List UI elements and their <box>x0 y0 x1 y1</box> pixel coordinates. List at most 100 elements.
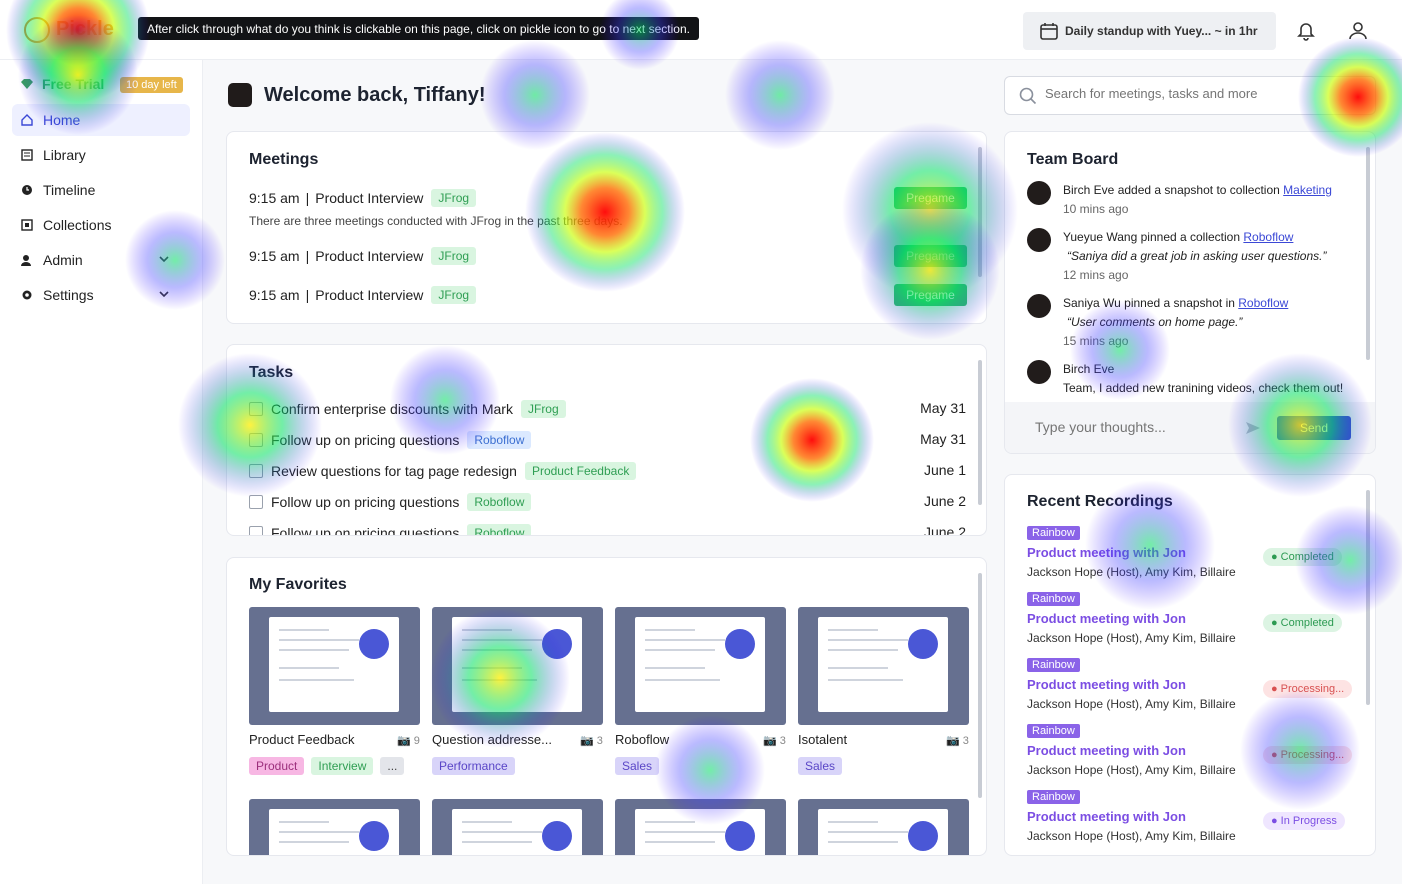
collection-thumbnail[interactable] <box>249 799 420 855</box>
search-box[interactable] <box>1004 76 1376 115</box>
thumbnail-graphic <box>725 821 755 851</box>
task-checkbox[interactable] <box>249 495 263 509</box>
free-trial-link[interactable]: Free Trial <box>20 76 104 92</box>
meeting-row[interactable]: 9:15 am | Product Interview JFrog <box>249 247 477 265</box>
recording-tag[interactable]: Rainbow <box>1027 658 1080 672</box>
recording-title[interactable]: Product meeting with Jon <box>1027 809 1186 824</box>
activity-line: Yueyue Wang pinned a collection Roboflow <box>1063 230 1293 244</box>
thumbnail-graphic <box>542 821 572 851</box>
task-row[interactable]: Follow up on pricing questions Roboflow <box>249 431 532 449</box>
sidebar-item-admin[interactable]: Admin <box>12 244 190 276</box>
more-tags[interactable]: ... <box>380 757 405 775</box>
meeting-tag[interactable]: JFrog <box>431 286 477 304</box>
chevron-down-icon[interactable] <box>158 253 170 265</box>
collection-tag[interactable]: Performance <box>432 757 515 775</box>
collection-name[interactable]: Question addresse... <box>432 732 552 747</box>
collection-tag[interactable]: Sales <box>798 757 843 775</box>
activity-link[interactable]: Roboflow <box>1243 230 1294 244</box>
task-due-date: June 2 <box>923 524 966 536</box>
thumbnail-graphic <box>725 629 755 659</box>
task-due-date: June 2 <box>923 493 966 509</box>
pregame-button[interactable]: Pregame <box>894 245 967 267</box>
task-checkbox[interactable] <box>249 464 263 478</box>
task-text: Follow up on pricing questions <box>271 494 460 510</box>
activity-message: Team, I added new tranining videos, chec… <box>1063 381 1344 395</box>
scrollbar[interactable] <box>978 360 982 505</box>
recording-participants: Jackson Hope (Host), Amy Kim, Billaire <box>1027 631 1236 645</box>
upcoming-meeting-pill[interactable]: Daily standup with Yuey... ~ in 1hr <box>1023 12 1276 50</box>
collection-thumbnail[interactable] <box>798 607 969 725</box>
recording-participants: Jackson Hope (Host), Amy Kim, Billaire <box>1027 565 1236 579</box>
app-logo-text[interactable]: Pickle <box>56 18 114 40</box>
thoughts-composer: Send <box>1005 402 1375 453</box>
pregame-button[interactable]: Pregame <box>894 187 967 209</box>
user-profile-icon[interactable] <box>1348 21 1368 41</box>
scrollbar[interactable] <box>1366 147 1370 360</box>
pickle-logo-icon[interactable] <box>24 17 50 43</box>
task-tag[interactable]: Product Feedback <box>524 462 637 480</box>
task-row[interactable]: Follow up on pricing questions Roboflow <box>249 524 532 535</box>
collection-name[interactable]: Product Feedback <box>249 732 355 747</box>
thoughts-input[interactable] <box>1035 419 1235 435</box>
recording-tag[interactable]: Rainbow <box>1027 790 1080 804</box>
task-checkbox[interactable] <box>249 433 263 447</box>
meeting-title: Product Interview <box>315 190 424 206</box>
search-input[interactable] <box>1045 86 1365 101</box>
send-arrow-icon[interactable] <box>1245 420 1261 436</box>
meeting-tag[interactable]: JFrog <box>431 189 477 207</box>
collection-name[interactable]: Roboflow <box>615 732 670 747</box>
task-row[interactable]: Confirm enterprise discounts with Mark J… <box>249 400 566 418</box>
recording-title[interactable]: Product meeting with Jon <box>1027 677 1186 692</box>
task-tag[interactable]: Roboflow <box>467 493 532 511</box>
recordings-title: Recent Recordings <box>1027 493 1173 510</box>
collection-thumbnail[interactable] <box>798 799 969 855</box>
send-button[interactable]: Send <box>1277 416 1351 440</box>
favorites-title: My Favorites <box>249 576 347 593</box>
sidebar-item-timeline[interactable]: Timeline <box>12 174 190 206</box>
collection-tag[interactable]: Product <box>249 757 305 775</box>
collection-tag[interactable]: Interview <box>311 757 374 775</box>
recording-tag[interactable]: Rainbow <box>1027 526 1080 540</box>
collection-tag[interactable]: Sales <box>615 757 660 775</box>
recording-title[interactable]: Product meeting with Jon <box>1027 545 1186 560</box>
activity-user: Yueyue Wang <box>1063 230 1138 244</box>
task-tag[interactable]: Roboflow <box>467 431 532 449</box>
gear-icon <box>22 290 32 300</box>
chevron-down-icon[interactable] <box>158 288 170 300</box>
recording-tag[interactable]: Rainbow <box>1027 724 1080 738</box>
home-icon <box>21 114 33 126</box>
activity-link[interactable]: Roboflow <box>1238 296 1289 310</box>
thumbnail-graphic <box>359 821 389 851</box>
collection-thumbnail[interactable] <box>615 799 786 855</box>
collection-thumbnail[interactable] <box>249 607 420 725</box>
meeting-separator: | <box>305 190 310 206</box>
scrollbar[interactable] <box>1366 490 1370 705</box>
meeting-row[interactable]: 9:15 am | Product Interview JFrog <box>249 286 477 304</box>
recording-title[interactable]: Product meeting with Jon <box>1027 743 1186 758</box>
recording-title[interactable]: Product meeting with Jon <box>1027 611 1186 626</box>
collection-thumbnail[interactable] <box>432 607 603 725</box>
task-row[interactable]: Review questions for tag page redesign P… <box>249 462 637 480</box>
task-tag[interactable]: Roboflow <box>467 524 532 535</box>
task-tag[interactable]: JFrog <box>520 400 566 418</box>
task-row[interactable]: Follow up on pricing questions Roboflow <box>249 493 532 511</box>
sidebar-item-home[interactable]: Home <box>12 104 190 136</box>
collection-thumbnail[interactable] <box>615 607 786 725</box>
sidebar-item-library[interactable]: Library <box>12 139 190 171</box>
collection-name[interactable]: Isotalent <box>798 732 848 747</box>
recording-tag[interactable]: Rainbow <box>1027 592 1080 606</box>
activity-link[interactable]: Maketing <box>1283 183 1332 197</box>
scrollbar[interactable] <box>978 147 982 277</box>
bell-icon[interactable] <box>1297 21 1315 41</box>
library-icon <box>21 149 33 161</box>
meeting-row[interactable]: 9:15 am | Product Interview JFrog <box>249 189 477 207</box>
avatar <box>1027 294 1051 318</box>
sidebar-item-settings[interactable]: Settings <box>12 279 190 311</box>
collection-thumbnail[interactable] <box>432 799 603 855</box>
task-checkbox[interactable] <box>249 402 263 416</box>
pregame-button[interactable]: Pregame <box>894 284 967 306</box>
task-checkbox[interactable] <box>249 526 263 535</box>
sidebar-item-collections[interactable]: Collections <box>12 209 190 241</box>
meeting-tag[interactable]: JFrog <box>431 247 477 265</box>
scrollbar[interactable] <box>978 573 982 798</box>
